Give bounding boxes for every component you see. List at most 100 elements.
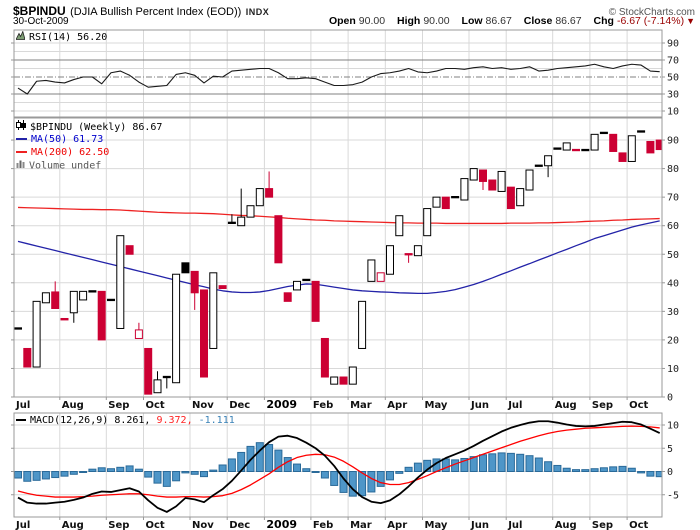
y-tick-label: 10 [667, 421, 679, 432]
macd-signal-line [17, 425, 660, 498]
macd-histogram-bar [116, 466, 125, 473]
rsi-series [17, 63, 660, 95]
price-series [14, 130, 662, 395]
macd-histogram-bar [646, 471, 655, 477]
y-tick-label: 0 [667, 467, 673, 478]
x-month-label: Oct [146, 400, 165, 411]
candle-body [153, 379, 162, 394]
volume-legend: Volume undef [29, 160, 102, 172]
candle-body [265, 188, 274, 198]
macd-histogram-bar [200, 471, 208, 478]
macd-histogram-bar [69, 471, 78, 475]
macd-histogram-bar [218, 464, 227, 472]
candle-body [348, 366, 357, 385]
high-label: High [397, 15, 421, 27]
macd-histogram-bar [404, 466, 413, 473]
macd-histogram-bar [107, 468, 115, 472]
candle-body [544, 155, 553, 167]
macd-histogram-bar [423, 459, 432, 472]
x-month-label: Jul [15, 400, 30, 411]
copyright: © StockCharts.com [608, 7, 695, 18]
x-month-label: Oct [629, 520, 648, 530]
x-month-label: Dec [229, 400, 250, 411]
candle-body [144, 347, 153, 395]
y-tick-label: 50 [667, 250, 679, 261]
candle-body [69, 290, 78, 314]
low-value: 86.67 [485, 15, 512, 27]
candle-body [395, 215, 404, 237]
candle-body [190, 270, 199, 294]
macd-histogram-bar [144, 471, 153, 478]
candle-body [506, 186, 515, 210]
x-month-label: Sep [108, 520, 129, 530]
macd-histogram-bar [23, 471, 32, 482]
macd-histogram-bar [348, 471, 357, 497]
x-month-label: Feb [313, 400, 333, 411]
candle-body [116, 235, 125, 329]
candle-body [618, 152, 627, 162]
candle-body [32, 300, 41, 368]
macd-histogram-bar [320, 471, 329, 479]
candle-body [283, 292, 292, 302]
macd-line-icon [16, 419, 26, 421]
candle-body [460, 178, 469, 201]
candle-body [60, 317, 69, 321]
ma200-line [17, 206, 660, 225]
x-month-label: Aug [62, 520, 84, 530]
macd-histogram-bar [469, 456, 478, 472]
x-month-label: Aug [555, 400, 577, 411]
candle-body [255, 188, 264, 207]
macd-bg [14, 413, 662, 517]
macd-histogram-bar [97, 467, 106, 472]
macd-histogram-bar [572, 469, 580, 473]
candle-body [572, 148, 580, 152]
x-month-label: 2009 [266, 398, 297, 411]
macd-histogram-bar [609, 466, 618, 473]
y-tick-label: 70 [667, 193, 679, 204]
macd-histogram-bar [32, 471, 41, 481]
chg-label: Chg [593, 15, 614, 27]
candle-body [367, 259, 376, 282]
x-month-label: Nov [192, 400, 214, 411]
macd-histogram-bar [534, 457, 543, 473]
candle-body [497, 170, 506, 192]
macd-histogram-bar [88, 468, 97, 472]
x-month-label: May [425, 400, 448, 411]
candle-body [581, 148, 590, 152]
candle-body [646, 140, 655, 154]
macd-legend-label: MACD(12,26,9) [30, 415, 109, 426]
chg-value: -6.67 (-7.14%) [616, 15, 685, 27]
x-month-label: Feb [313, 520, 333, 530]
candle-body [525, 169, 534, 191]
candle-body [423, 208, 432, 237]
candle-body [609, 133, 618, 152]
macd-histogram-bar [497, 452, 506, 472]
x-month-label: Mar [350, 520, 372, 530]
macd-histogram-bar [190, 471, 199, 475]
macd-hist-value: -1.111 [198, 415, 235, 426]
price-legend-symbol-row: $BPINDU (Weekly) 86.67 [16, 120, 162, 133]
candle-body [23, 347, 32, 368]
y-tick-label: 90 [667, 136, 679, 147]
candle-body [599, 131, 608, 135]
macd-histogram-bar [460, 457, 469, 473]
candle-body [237, 216, 246, 227]
x-month-label: Oct [629, 400, 648, 411]
candle-body [553, 147, 562, 150]
x-month-label: Mar [350, 400, 372, 411]
candle-body [14, 327, 22, 330]
macd-histogram-bar [293, 463, 301, 472]
x-month-label: Jul [507, 520, 522, 530]
macd-histogram-bar [172, 471, 181, 482]
macd-line [17, 420, 661, 513]
rsi-line [17, 63, 660, 95]
candle-body [79, 290, 88, 301]
macd-histogram-bar [14, 471, 22, 479]
candle-body [134, 329, 143, 339]
candle-body [218, 285, 227, 290]
candle-body [107, 298, 115, 302]
y-tick-label: 0 [667, 393, 673, 404]
y-tick-label: 5 [667, 444, 673, 455]
x-month-label: Apr [387, 520, 407, 530]
